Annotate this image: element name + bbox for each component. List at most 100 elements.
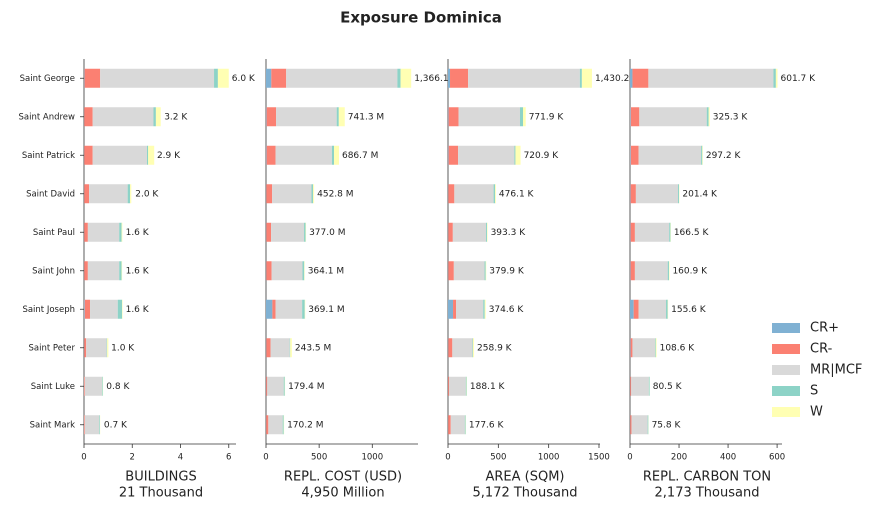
total-label: 297.2 K <box>706 151 742 161</box>
x-tick-label: 1000 <box>361 453 383 463</box>
bar-segment <box>519 107 523 127</box>
bar-segment <box>266 222 272 242</box>
y-tick-label: Saint John <box>32 266 75 276</box>
y-tick-label: Saint David <box>26 189 75 199</box>
x-tick-label: 600 <box>769 453 785 463</box>
total-label: 201.4 K <box>682 189 718 199</box>
x-tick-label: 500 <box>490 453 506 463</box>
bar-segment <box>87 261 120 281</box>
bar-segment <box>400 68 412 88</box>
bar-segment <box>276 107 337 127</box>
bar-segment <box>632 338 656 358</box>
bar-segment <box>648 68 774 88</box>
total-label: 476.1 K <box>499 189 535 199</box>
bar-segment <box>638 145 702 165</box>
bar-segment <box>100 68 215 88</box>
bar-segment <box>448 376 450 396</box>
bar-segment <box>465 376 467 396</box>
bar-segment <box>84 299 85 319</box>
y-tick-label: Saint Paul <box>33 228 75 238</box>
total-label: 325.3 K <box>713 112 749 122</box>
total-label: 452.8 M <box>317 189 353 199</box>
x-tick-label: 6 <box>226 453 231 463</box>
bar-segment <box>452 338 473 358</box>
x-tick-label: 200 <box>671 453 687 463</box>
bar-segment <box>706 107 709 127</box>
bar-segment <box>701 145 703 165</box>
bar-segment <box>486 222 488 242</box>
bar-segment <box>84 68 101 88</box>
x-tick-label: 2 <box>130 453 135 463</box>
total-label: 1.6 K <box>126 228 150 238</box>
bar-segment <box>286 68 398 88</box>
bar-segment <box>454 184 494 204</box>
total-label: 3.2 K <box>164 112 188 122</box>
bar-segment <box>119 222 122 242</box>
bar-segment <box>266 145 267 165</box>
total-label: 393.3 K <box>491 228 527 238</box>
bar-segment <box>214 68 218 88</box>
bar-segment <box>148 145 155 165</box>
bar-segment <box>702 145 703 165</box>
total-label: 741.3 M <box>348 112 384 122</box>
total-label: 1.6 K <box>126 305 150 315</box>
bar-segment <box>271 261 303 281</box>
total-label: 170.2 M <box>287 420 323 430</box>
legend-swatch <box>772 344 800 354</box>
bar-segment <box>630 338 633 358</box>
x-axis-subtitle: 2,173 Thousand <box>655 486 760 501</box>
y-tick-label: Saint Patrick <box>22 151 75 161</box>
legend-label: CR+ <box>810 321 839 336</box>
total-label: 258.9 K <box>477 343 513 353</box>
x-tick-label: 1500 <box>588 453 610 463</box>
bar-segment <box>669 222 671 242</box>
bar-segment <box>304 222 306 242</box>
bar-segment <box>331 145 335 165</box>
total-label: 374.6 K <box>489 305 525 315</box>
total-label: 369.1 M <box>308 305 344 315</box>
x-tick-label: 0 <box>263 453 268 463</box>
total-label: 720.9 K <box>524 151 560 161</box>
bar-segment <box>272 299 276 319</box>
bar-segment <box>630 222 635 242</box>
bar-segment <box>289 338 291 358</box>
bar-segment <box>631 376 649 396</box>
y-tick-label: Saint Joseph <box>22 305 75 315</box>
legend-label: CR- <box>810 342 833 357</box>
bar-segment <box>84 376 85 396</box>
bar-segment <box>775 68 778 88</box>
x-tick-label: 4 <box>178 453 183 463</box>
total-label: 0.7 K <box>104 420 128 430</box>
x-axis-subtitle: 5,172 Thousand <box>473 486 578 501</box>
bar-segment <box>458 145 515 165</box>
bar-segment <box>99 415 100 435</box>
bar-segment <box>630 107 631 127</box>
bar-segment <box>483 299 485 319</box>
legend-label: W <box>810 405 823 420</box>
bar-segment <box>146 145 149 165</box>
bar-segment <box>102 376 103 396</box>
bar-segment <box>630 68 633 88</box>
bar-segment <box>448 299 454 319</box>
bar-segment <box>493 184 496 204</box>
bar-segment <box>266 338 271 358</box>
bar-segment <box>84 376 103 396</box>
total-label: 155.6 K <box>671 305 707 315</box>
bar-segment <box>266 261 272 281</box>
bar-segment <box>448 338 453 358</box>
bar-segment <box>290 338 292 358</box>
bar-segment <box>90 299 118 319</box>
bar-segment <box>647 415 649 435</box>
bar-segment <box>630 415 632 435</box>
bar-segment <box>121 222 123 242</box>
total-label: 75.8 K <box>652 420 682 430</box>
bar-segment <box>266 415 269 435</box>
legend-label: MR|MCF <box>810 363 862 378</box>
x-tick-label: 0 <box>445 453 450 463</box>
bar-segment <box>667 261 669 281</box>
bar-segment <box>282 415 284 435</box>
bar-segment <box>655 338 657 358</box>
bar-segment <box>127 184 131 204</box>
bar-segment <box>84 299 91 319</box>
